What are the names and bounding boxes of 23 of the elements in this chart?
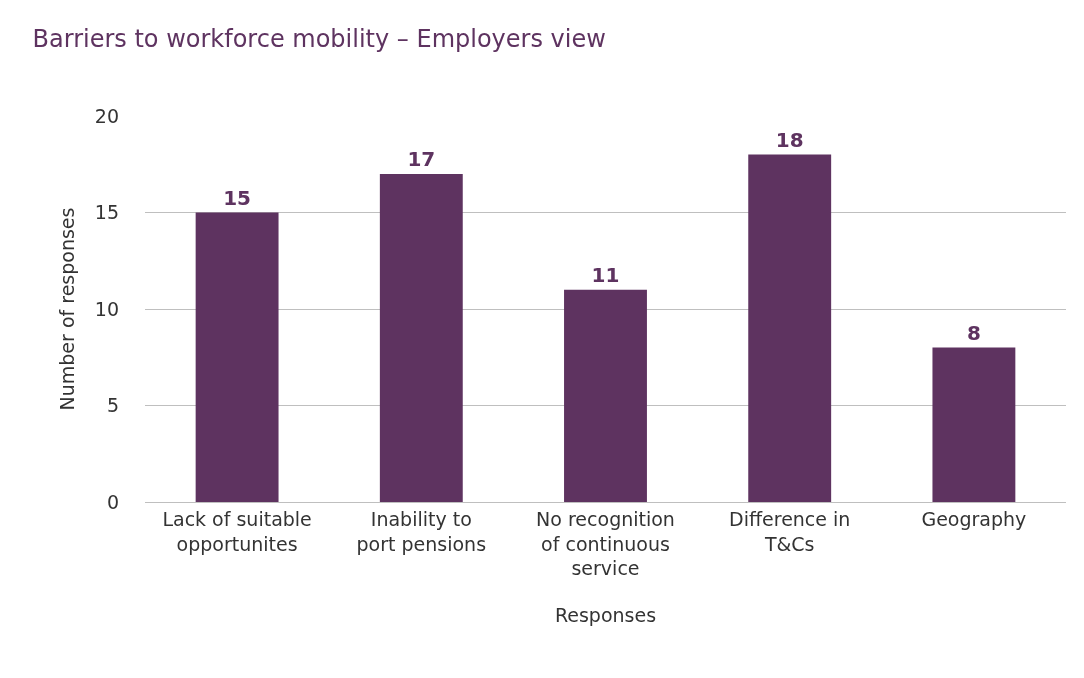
data-label: 11 bbox=[591, 262, 620, 287]
bar bbox=[564, 289, 647, 502]
x-tick-label: Inability to port pensions bbox=[356, 507, 487, 555]
bar bbox=[748, 154, 832, 502]
data-label: 8 bbox=[966, 320, 981, 345]
x-tick-label: Lack of suitable opportunites bbox=[162, 507, 312, 555]
bar bbox=[932, 347, 1016, 502]
y-axis-title: Number of responses bbox=[55, 207, 78, 411]
y-tick-label: 5 bbox=[106, 394, 119, 417]
bar bbox=[195, 212, 279, 502]
x-tick-label: Difference in T&Cs bbox=[729, 507, 851, 555]
x-tick-label: Geography bbox=[921, 507, 1027, 530]
x-axis-title: Responses bbox=[554, 604, 657, 626]
data-label: 18 bbox=[775, 127, 804, 152]
y-tick-label: 0 bbox=[106, 490, 119, 513]
data-label: 15 bbox=[223, 185, 252, 210]
y-tick-label: 20 bbox=[94, 104, 119, 127]
y-tick-label: 15 bbox=[94, 201, 119, 224]
x-tick-label: No recognition of continuous service bbox=[536, 507, 675, 580]
y-tick-label: 10 bbox=[94, 297, 119, 320]
chart-title: Barriers to workforce mobility – Employers view bbox=[32, 25, 606, 54]
bar bbox=[379, 173, 463, 502]
data-label: 17 bbox=[407, 146, 436, 171]
